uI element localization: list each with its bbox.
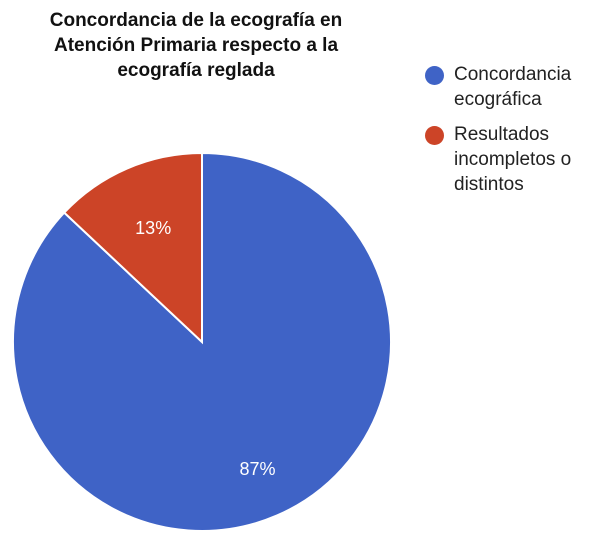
legend-item-concordancia[interactable]: Concordancia ecográfica <box>422 62 600 112</box>
chart-title-line: Atención Primaria respecto a la <box>53 35 339 56</box>
chart-title-line: Concordancia de la ecografía en <box>49 10 343 31</box>
legend-label: Resultados incompletos o distintos <box>454 124 572 195</box>
chart-title: Concordancia de la ecografía en Atención… <box>0 8 392 83</box>
legend-swatch-blue <box>425 66 444 85</box>
legend-label: Concordancia ecográfica <box>454 64 572 110</box>
legend: Concordancia ecográfica Resultados incom… <box>422 62 600 207</box>
legend-swatch-red <box>425 126 444 145</box>
pie-value-label: 13% <box>135 218 171 238</box>
pie-value-label: 87% <box>239 459 275 479</box>
chart-title-line: ecografía reglada <box>117 60 275 81</box>
pie-slice-resultados <box>62 151 203 345</box>
legend-item-resultados[interactable]: Resultados incompletos o distintos <box>422 122 600 197</box>
